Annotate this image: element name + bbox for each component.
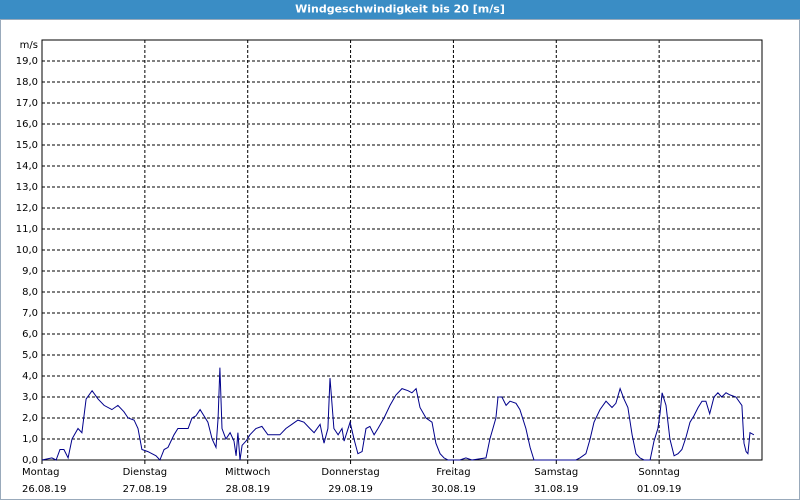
plot-border [41, 39, 763, 461]
x-tick-label: Dienstag [123, 467, 168, 478]
x-tick-date: 01.09.19 [637, 484, 682, 495]
x-tick-label: Mittwoch [225, 467, 270, 478]
y-unit: m/s [20, 40, 38, 51]
x-tick-label: Sonntag [638, 467, 680, 478]
x-tick-date: 26.08.19 [22, 484, 67, 495]
x-tick-date: 30.08.19 [431, 484, 476, 495]
y-tick-label: 16,0 [16, 119, 38, 130]
x-tick-label: Donnerstag [321, 467, 379, 478]
x-tick-date: 31.08.19 [534, 484, 579, 495]
y-tick-label: 9,0 [22, 266, 38, 277]
y-tick-label: 15,0 [16, 140, 38, 151]
y-tick-label: 19,0 [16, 56, 38, 67]
y-tick-label: 17,0 [16, 98, 38, 109]
y-tick-label: 4,0 [22, 371, 38, 382]
y-tick-label: 2,0 [22, 413, 38, 424]
y-tick-label: 11,0 [16, 224, 38, 235]
chart-title: Windgeschwindigkeit bis 20 [m/s] [295, 3, 505, 16]
y-tick-label: 3,0 [22, 392, 38, 403]
y-tick-label: 14,0 [16, 161, 38, 172]
y-tick-label: 0,0 [22, 455, 38, 466]
y-tick-label: 10,0 [16, 245, 38, 256]
y-tick-label: 13,0 [16, 182, 38, 193]
frame [0, 19, 800, 500]
x-tick-label: Freitag [436, 467, 470, 478]
x-tick-date: 29.08.19 [328, 484, 373, 495]
y-tick-label: 1,0 [22, 434, 38, 445]
y-tick-label: 7,0 [22, 308, 38, 319]
title-bar [0, 0, 800, 19]
x-tick-date: 27.08.19 [123, 484, 168, 495]
y-tick-label: 5,0 [22, 350, 38, 361]
y-tick-label: 8,0 [22, 287, 38, 298]
y-tick-label: 6,0 [22, 329, 38, 340]
x-tick-label: Samstag [534, 467, 578, 478]
x-tick-label: Montag [22, 467, 59, 478]
wind-line [41, 367, 755, 461]
y-tick-label: 12,0 [16, 203, 38, 214]
x-tick-date: 28.08.19 [225, 484, 270, 495]
y-tick-label: 18,0 [16, 77, 38, 88]
